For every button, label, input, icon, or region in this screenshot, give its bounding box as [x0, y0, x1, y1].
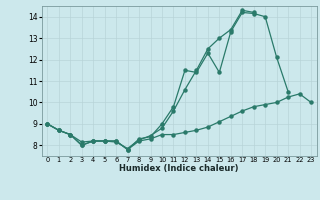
X-axis label: Humidex (Indice chaleur): Humidex (Indice chaleur): [119, 164, 239, 173]
